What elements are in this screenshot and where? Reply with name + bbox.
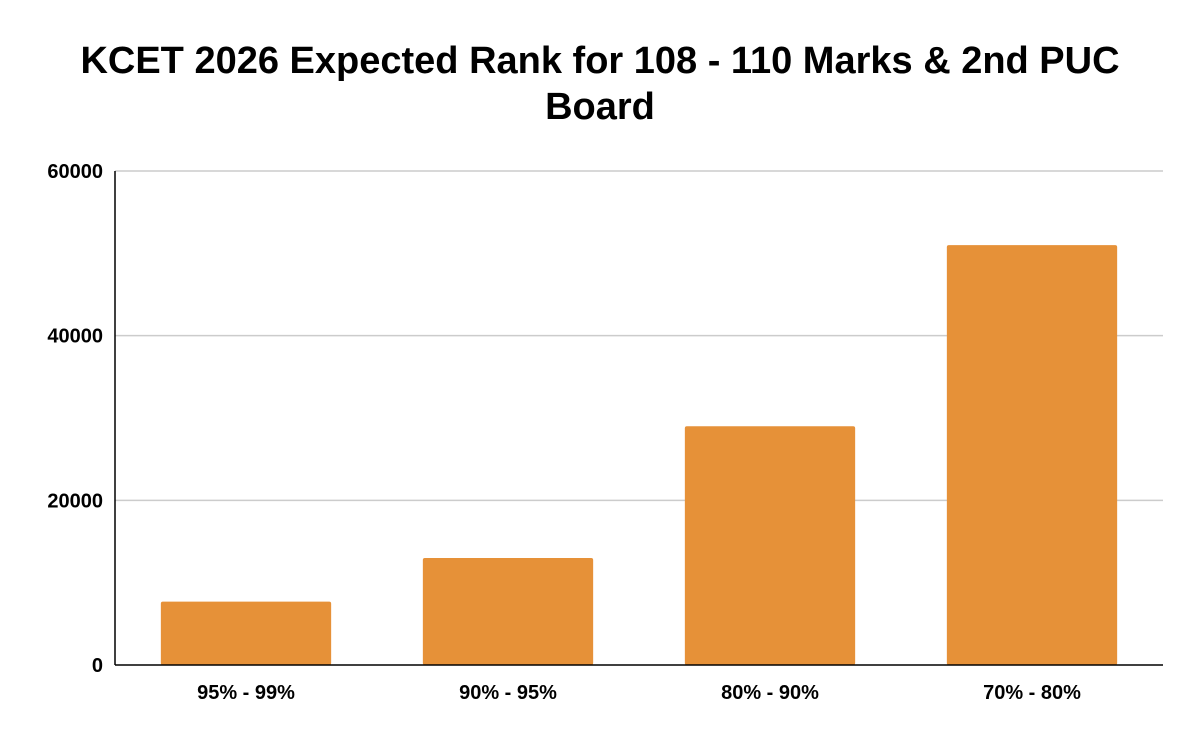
x-tick-label: 70% - 80% xyxy=(983,682,1081,704)
bar xyxy=(946,245,1118,665)
bars xyxy=(160,245,1118,665)
bar xyxy=(422,557,594,665)
tick-labels: 0 20000 40000 60000 95% - 99% 90% - 95% 80% - … xyxy=(47,161,1081,704)
y-tick-label: 60000 xyxy=(47,161,103,183)
bar xyxy=(160,601,332,665)
x-tick-label: 95% - 99% xyxy=(197,682,295,704)
x-tick-label: 80% - 90% xyxy=(721,682,819,704)
y-tick-label: 40000 xyxy=(47,326,103,348)
x-tick-label: 90% - 95% xyxy=(459,682,557,704)
y-tick-label: 20000 xyxy=(47,490,103,512)
y-tick-label: 0 xyxy=(92,655,103,677)
bar xyxy=(684,426,856,665)
chart-title: KCET 2026 Expected Rank for 108 - 110 Ma… xyxy=(80,40,1120,128)
axes xyxy=(114,171,1163,666)
